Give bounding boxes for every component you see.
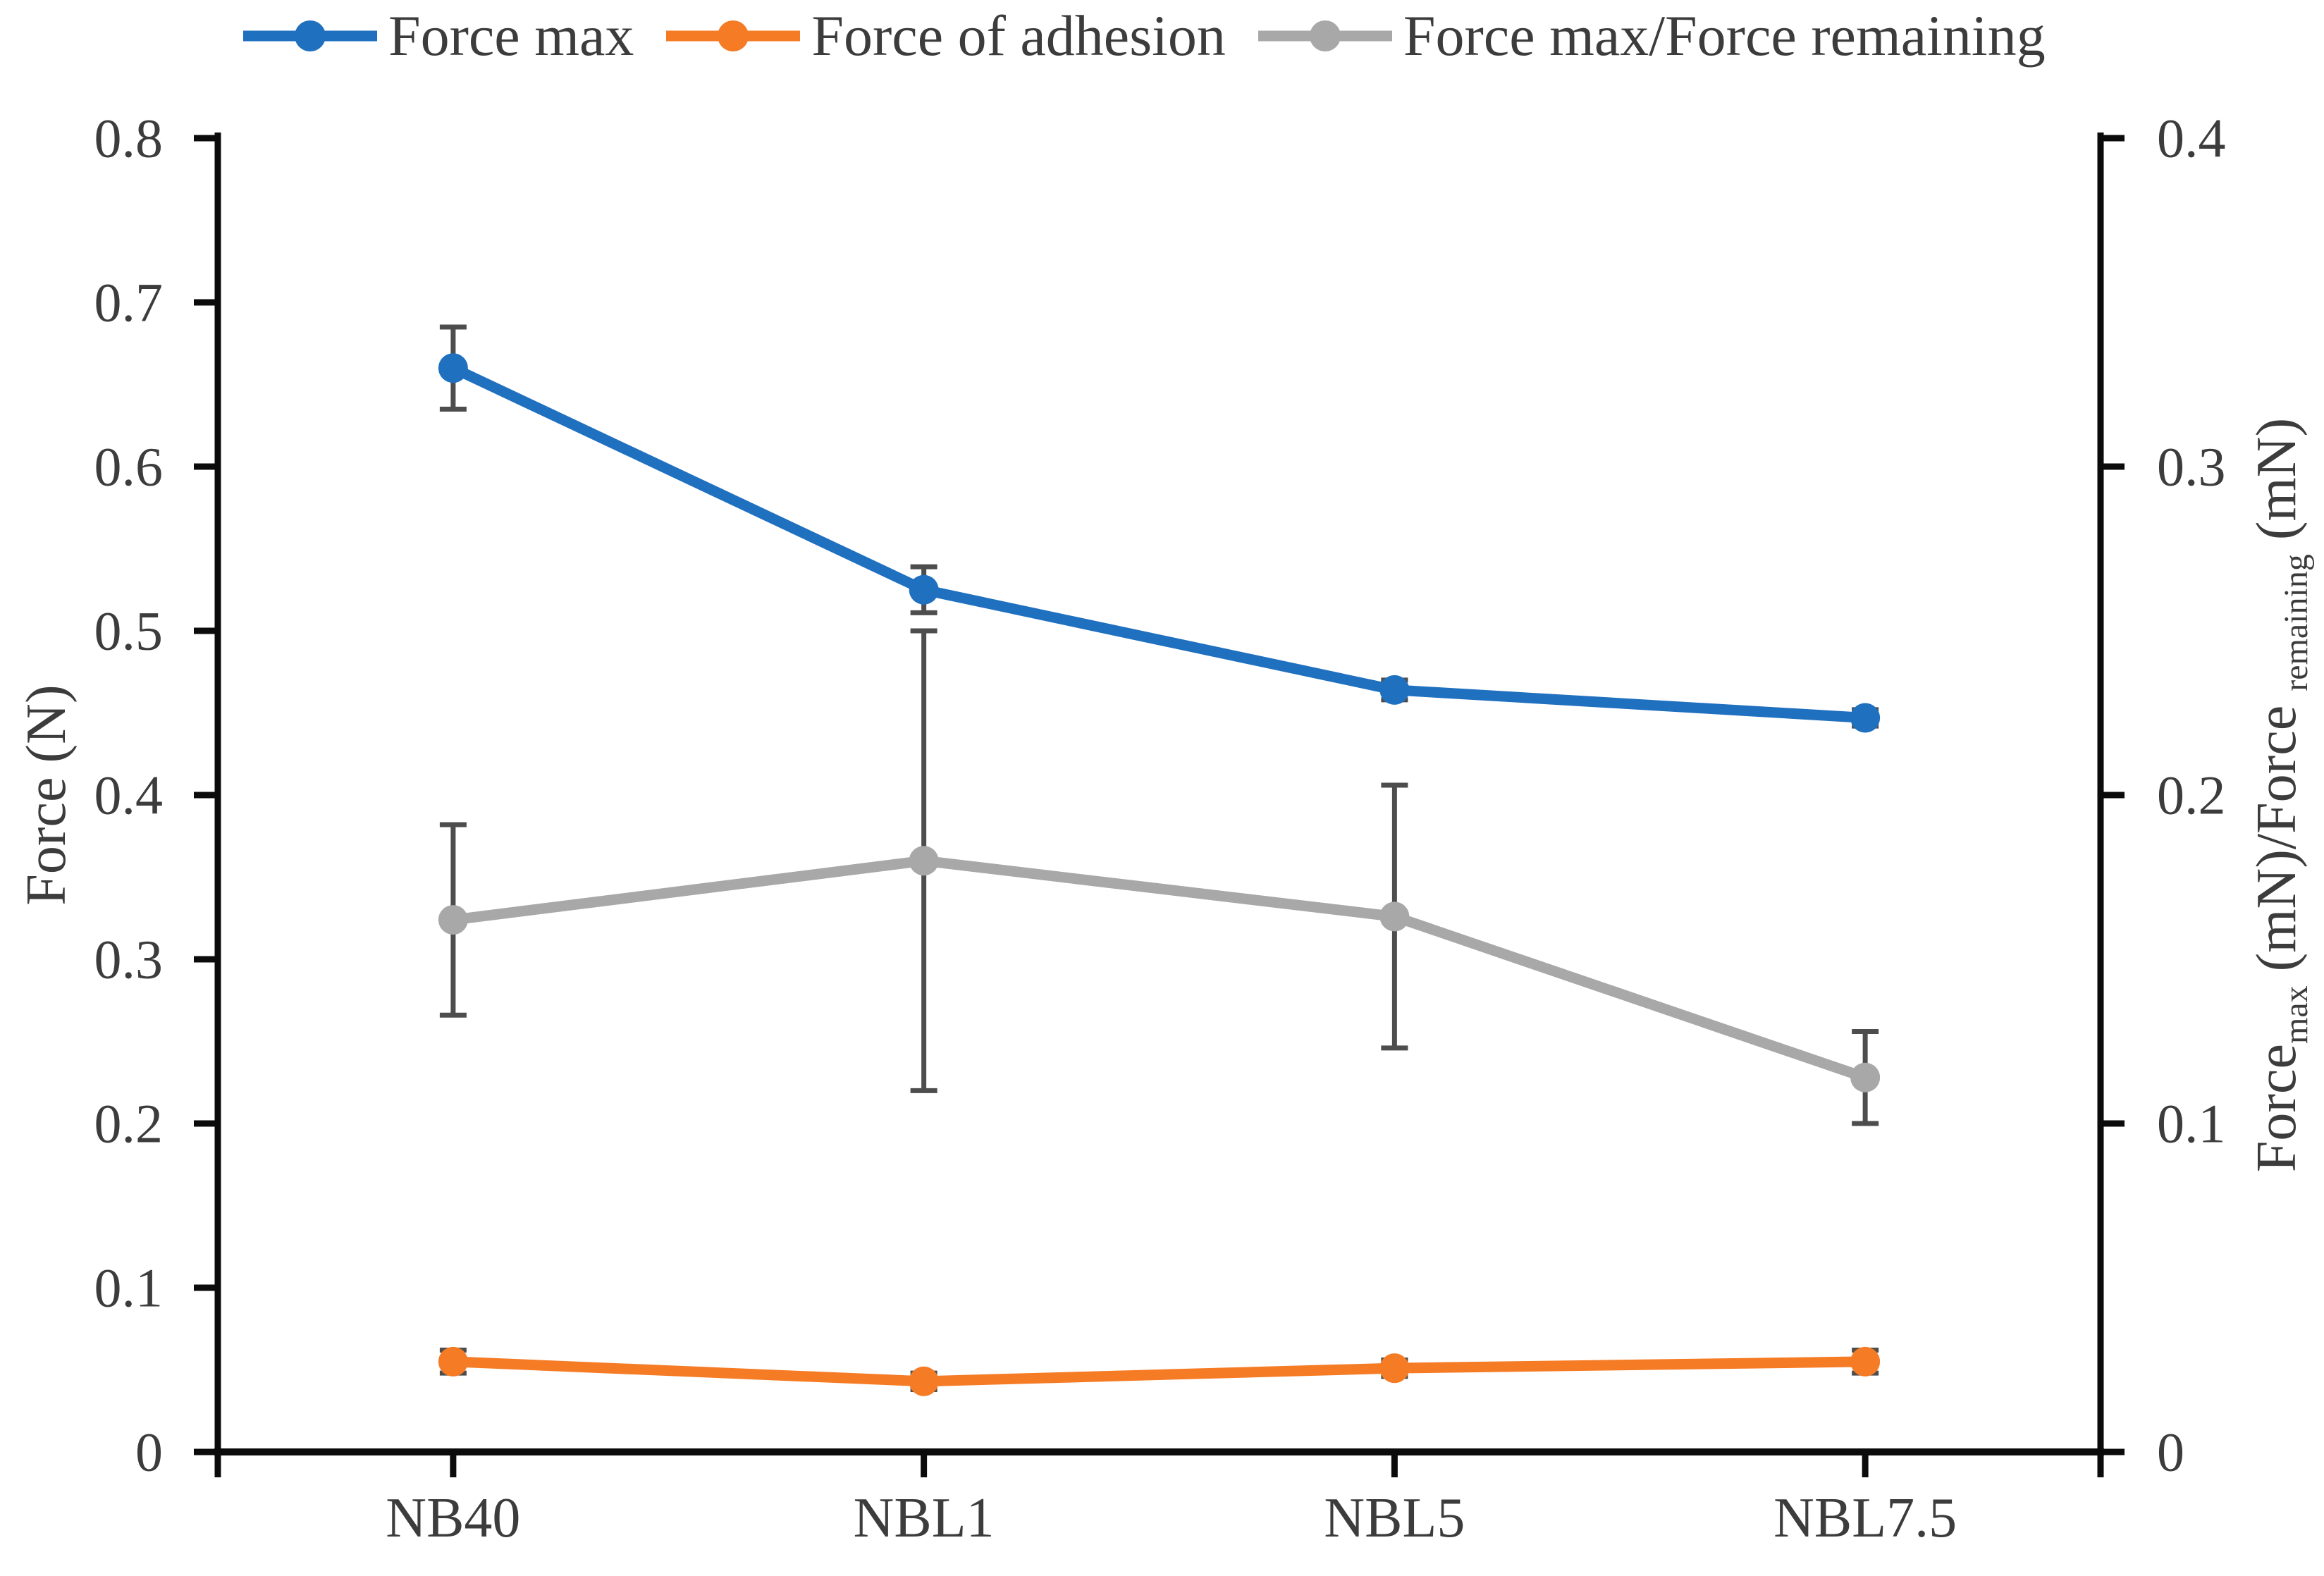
series-line-force-max-force-remaining: [448, 855, 1871, 1083]
y-axis-left-tick-label: 0.6: [94, 436, 164, 498]
data-point-marker: [909, 1366, 939, 1396]
y-axis-left-tick-label: 0.3: [94, 929, 164, 990]
y-axis-right-tick-label: 0.3: [2157, 436, 2226, 498]
data-point-marker: [1850, 1062, 1881, 1092]
right-axis-title-subscript: max: [2277, 985, 2315, 1045]
x-axis-category-label: NBL7.5: [1773, 1487, 1957, 1549]
data-point-marker: [1850, 1346, 1881, 1377]
legend-marker-icon: [666, 11, 801, 61]
x-axis-category-label: NBL1: [854, 1487, 995, 1549]
y-axis-left-tick-label: 0.5: [94, 601, 164, 662]
y-axis-left-tick-label: 0.4: [94, 765, 164, 826]
legend-marker-icon: [1258, 11, 1392, 61]
y-axis-left-tick-label: 0.7: [94, 272, 164, 333]
legend-label: Force max: [388, 4, 634, 68]
y-axis-right-tick-label: 0.2: [2157, 765, 2226, 826]
y-axis-right-tick-label: 0.4: [2157, 108, 2226, 169]
y-axis-left-tick-label: 0: [135, 1422, 163, 1483]
legend-marker-icon: [243, 11, 377, 61]
data-point-marker: [909, 846, 939, 876]
data-point-marker: [1850, 703, 1881, 733]
legend-item-force-of-adhesion: Force of adhesion: [666, 7, 1226, 65]
data-point-marker: [1379, 1353, 1410, 1384]
y-axis-right-tick-label: 0: [2157, 1422, 2184, 1483]
y-axis-left-tick-label: 0.1: [94, 1257, 164, 1319]
error-bars-force-max: [439, 324, 1879, 729]
markers-force-of-adhesion: [438, 1346, 1881, 1396]
legend-dot-swatch: [718, 20, 749, 51]
markers-force-max: [438, 353, 1881, 733]
data-point-marker: [1379, 675, 1410, 705]
y-axis-left-tick-label: 0.8: [94, 108, 164, 169]
right-axis-title-part: (mN): [2246, 417, 2308, 555]
series-line-force-of-adhesion: [448, 1356, 1871, 1387]
right-axis-title-part: (mN)/Force: [2246, 691, 2308, 986]
legend-item-force-max-remaining: Force max/Force remaining: [1258, 7, 2046, 65]
legend-dot-swatch: [295, 20, 326, 51]
legend-item-force-max: Force max: [243, 7, 634, 65]
x-axis-category-label: NB40: [386, 1487, 520, 1549]
left-axis-title: Force (N): [16, 684, 78, 906]
data-point-marker: [438, 905, 468, 935]
legend-label: Force max/Force remaining: [1403, 4, 2046, 68]
legend: Force max Force of adhesion Force max/Forc…: [243, 7, 2046, 65]
data-point-marker: [1379, 901, 1410, 932]
markers-force-max-force-remaining: [438, 846, 1881, 1092]
data-point-marker: [438, 1346, 468, 1377]
legend-dot-swatch: [1309, 20, 1341, 51]
y-axis-right-tick-label: 0.1: [2157, 1093, 2226, 1155]
data-point-marker: [438, 353, 468, 383]
data-point-marker: [909, 574, 939, 605]
axes: 0 0.1 0.2 0.3 0.4 0.5 0.6 0.7 0.8 0 0.1 0.2 0.3 0.4 NB…: [94, 108, 2226, 1550]
right-axis-title-part: Force: [2246, 1044, 2308, 1173]
x-axis-category-label: NBL5: [1324, 1487, 1465, 1549]
right-axis-title: Forcemax (mN)/Force remaining (mN): [2246, 417, 2315, 1173]
legend-label: Force of adhesion: [811, 4, 1226, 68]
series-line-force-max: [448, 362, 1871, 723]
right-axis-title-subscript: remaining: [2277, 554, 2315, 691]
y-axis-left-tick-label: 0.2: [94, 1093, 164, 1155]
